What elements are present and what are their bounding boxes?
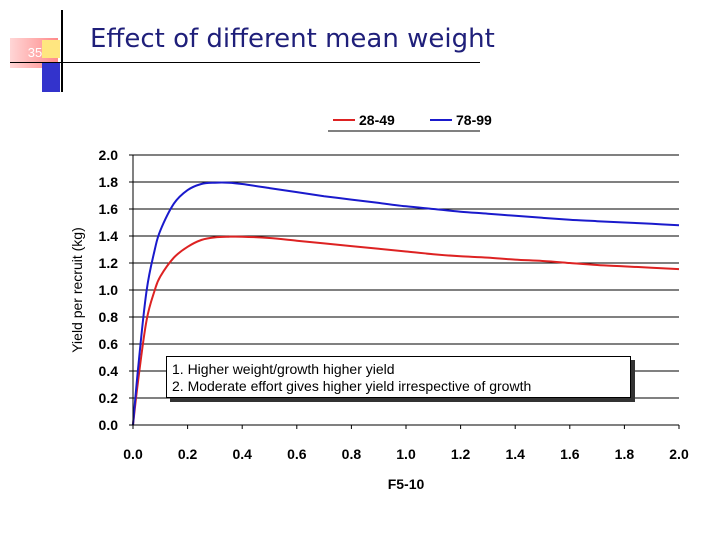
x-tick-label: 2.0 bbox=[669, 446, 689, 462]
annotation-line-1: 1. Higher weight/growth higher yield bbox=[172, 361, 395, 377]
x-tick-label: 1.2 bbox=[451, 446, 471, 462]
x-tick-labels: 0.0 0.2 0.4 0.6 0.8 1.0 1.2 1.4 1.6 1.8 2.0 bbox=[123, 425, 689, 462]
decor-vertical-line bbox=[61, 10, 63, 92]
legend: 28-49 78-99 bbox=[328, 112, 492, 132]
series-line-78-99 bbox=[132, 181, 680, 426]
x-tick-label: 0.4 bbox=[232, 446, 252, 462]
y-tick-label: 0.8 bbox=[99, 309, 119, 325]
y-tick-label: 1.2 bbox=[99, 255, 119, 271]
x-tick-label: 1.8 bbox=[615, 446, 635, 462]
y-tick-label: 1.0 bbox=[99, 282, 119, 298]
annotation-line-2: 2. Moderate effort gives higher yield ir… bbox=[172, 378, 532, 394]
x-tick-label: 0.8 bbox=[342, 446, 362, 462]
series-lines bbox=[132, 181, 680, 426]
x-tick-label: 0.0 bbox=[123, 446, 143, 462]
slide-title: Effect of different mean weight bbox=[90, 24, 495, 54]
y-tick-label: 0.6 bbox=[99, 336, 119, 352]
y-tick-label: 0.4 bbox=[99, 363, 119, 379]
slide-number: 35 bbox=[27, 44, 43, 60]
legend-label-78-99: 78-99 bbox=[456, 112, 492, 128]
x-axis-label: F5-10 bbox=[388, 476, 425, 492]
decor-horizontal-line bbox=[10, 62, 480, 63]
x-tick-label: 1.0 bbox=[396, 446, 416, 462]
y-tick-label: 0.0 bbox=[99, 417, 119, 433]
y-tick-labels: 0.0 0.2 0.4 0.6 0.8 1.0 1.2 1.4 1.6 1.8 2.0 bbox=[99, 147, 133, 433]
y-tick-label: 1.8 bbox=[99, 174, 119, 190]
y-tick-label: 1.6 bbox=[99, 201, 119, 217]
x-tick-label: 1.6 bbox=[560, 446, 580, 462]
annotation-box: 1. Higher weight/growth higher yield 2. … bbox=[166, 356, 631, 398]
series-line-28-49 bbox=[132, 235, 680, 426]
legend-label-28-49: 28-49 bbox=[359, 112, 395, 128]
y-tick-label: 0.2 bbox=[99, 390, 119, 406]
y-tick-label: 1.4 bbox=[99, 228, 119, 244]
x-tick-label: 0.2 bbox=[178, 446, 198, 462]
decor-blue-block bbox=[42, 62, 60, 92]
y-tick-label: 2.0 bbox=[99, 147, 119, 163]
x-tick-label: 1.4 bbox=[505, 446, 525, 462]
x-tick-label: 0.6 bbox=[287, 446, 307, 462]
decor-yellow-block bbox=[42, 40, 60, 58]
y-axis-label: Yield per recruit (kg) bbox=[69, 227, 85, 353]
